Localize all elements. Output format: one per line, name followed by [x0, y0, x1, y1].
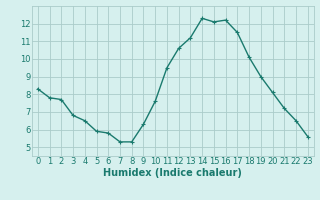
X-axis label: Humidex (Indice chaleur): Humidex (Indice chaleur) [103, 168, 242, 178]
